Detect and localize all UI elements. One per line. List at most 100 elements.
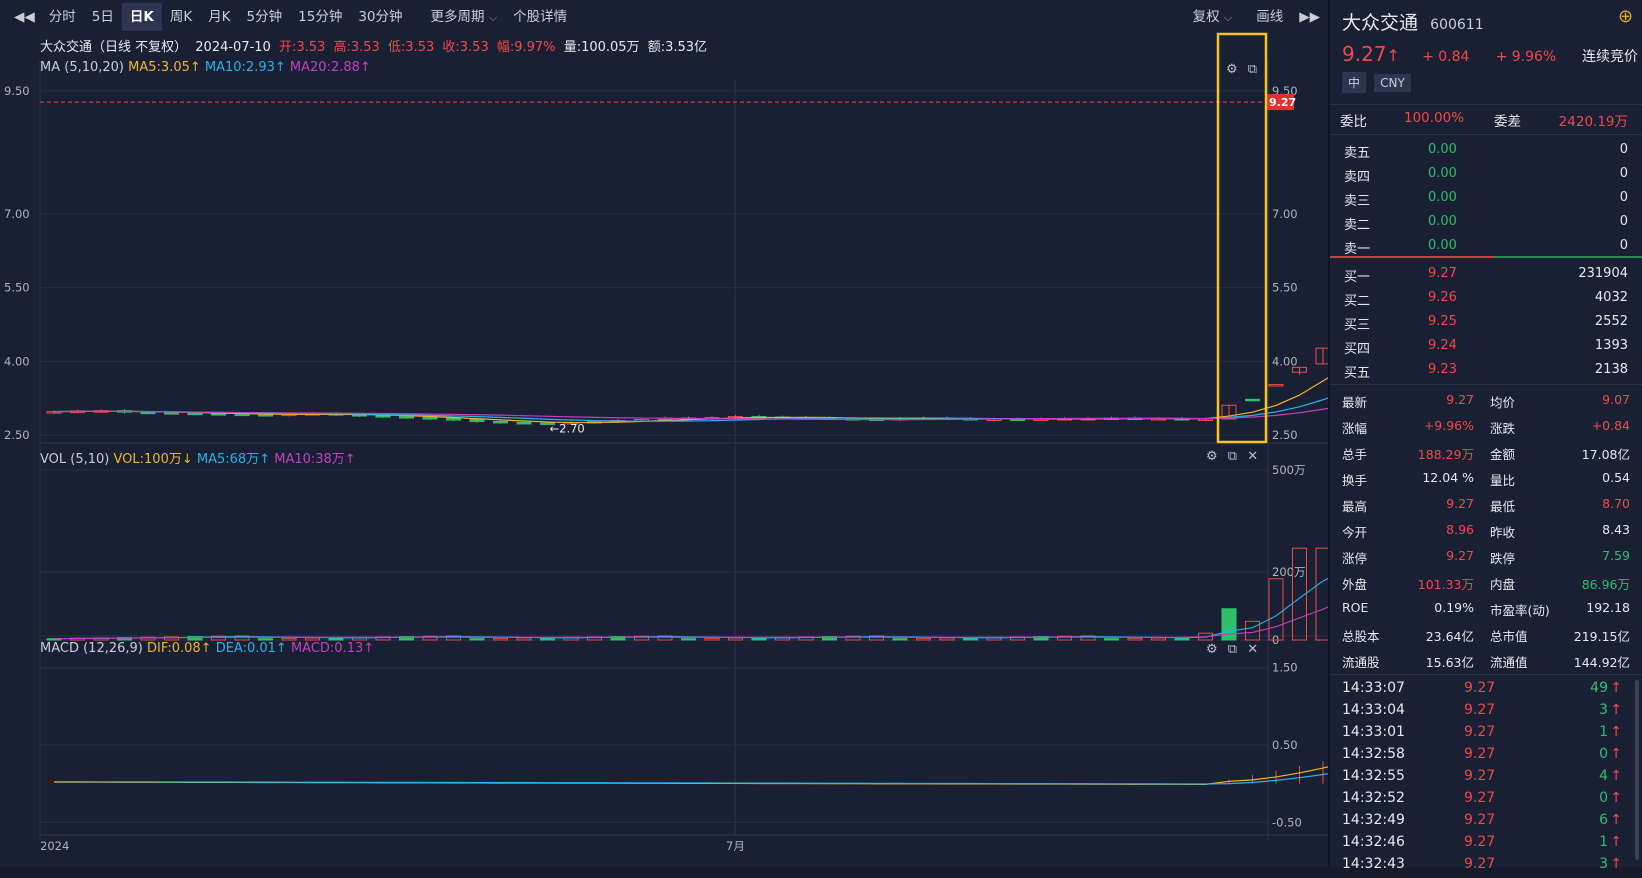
sell-price: 0.00 xyxy=(1428,214,1457,229)
tick-time: 14:32:52 xyxy=(1342,790,1405,806)
tick-row: 14:33:04 9.27 3 ↑ xyxy=(1330,702,1642,724)
price-axis-label-left: 4.00 xyxy=(4,354,30,368)
last-price-tag xyxy=(1266,94,1294,111)
sell-row[interactable]: 卖五 0.00 0 xyxy=(1330,140,1642,164)
stat-label: 跌停 xyxy=(1490,551,1516,566)
stat-row: 涨停 9.27 跌停 7.59 xyxy=(1330,548,1642,570)
currency-badge[interactable]: CNY xyxy=(1374,74,1411,92)
stat-value: 9.27 xyxy=(1446,392,1474,407)
sell-row[interactable]: 卖一 0.00 0 xyxy=(1330,236,1642,260)
buy-volume: 1393 xyxy=(1594,338,1628,353)
tick-row: 14:32:52 9.27 0 ↑ xyxy=(1330,790,1642,812)
volume-bar xyxy=(164,636,179,641)
tab-stock-detail[interactable]: 个股详情 xyxy=(513,9,568,25)
sell-row[interactable]: 卖二 0.00 0 xyxy=(1330,212,1642,236)
fuquan-dropdown[interactable]: 复权 ⌵ xyxy=(1185,3,1241,31)
quote-panel: 大众交通 600611 ⊕ 9.27↑ + 0.84 + 9.96% 连续竞价 … xyxy=(1330,0,1642,872)
weibi-value: 100.00% xyxy=(1404,110,1465,126)
chevron-down-icon: ⌵ xyxy=(1223,11,1233,24)
draw-line-button[interactable]: 画线 xyxy=(1256,9,1284,25)
chart-panel[interactable]: ◀◀ 分时 5日 日K 周K 月K 5分钟 15分钟 30分钟 更多周期 ⌵ 个… xyxy=(0,0,1328,867)
candle xyxy=(540,422,555,425)
sell-price: 0.00 xyxy=(1428,238,1457,253)
stat-value: 9.27 xyxy=(1446,496,1474,511)
collapse-left-icon[interactable]: ◀◀ xyxy=(14,9,35,25)
buy-row[interactable]: 买二 9.26 4032 xyxy=(1330,288,1642,312)
tab-15min[interactable]: 15分钟 xyxy=(298,9,343,25)
close-icon[interactable]: ✕ xyxy=(1247,642,1259,657)
candle xyxy=(422,417,438,420)
candle xyxy=(140,411,156,415)
stat-value: 188.29万 xyxy=(1417,447,1474,462)
candle xyxy=(1221,404,1237,420)
vol-axis-label: 500万 xyxy=(1272,463,1305,477)
price-change: + 0.84 xyxy=(1422,49,1470,65)
add-watchlist-icon[interactable]: ⊕ xyxy=(1618,6,1634,27)
tab-30min[interactable]: 30分钟 xyxy=(358,9,403,25)
price-axis-label-right: 7.00 xyxy=(1272,207,1298,221)
volume-bar xyxy=(281,637,297,641)
volume-bar xyxy=(140,636,156,641)
buy-row[interactable]: 买五 9.23 2138 xyxy=(1330,360,1642,384)
buy-row[interactable]: 买一 9.27 231904 xyxy=(1330,264,1642,288)
volume-bar xyxy=(234,635,250,641)
tick-price: 9.27 xyxy=(1464,812,1496,828)
tab-daily-k[interactable]: 日K xyxy=(121,3,162,31)
volume-bar xyxy=(681,638,696,641)
tick-row: 14:32:46 9.27 1 ↑ xyxy=(1330,834,1642,856)
sell-row[interactable]: 卖三 0.00 0 xyxy=(1330,188,1642,212)
tick-row: 14:32:55 9.27 4 ↑ xyxy=(1330,768,1642,790)
ma20-line xyxy=(53,407,1328,421)
volume-bar xyxy=(845,635,861,641)
stat-value: 17.08亿 xyxy=(1581,447,1630,462)
stat-label: 内盘 xyxy=(1490,577,1516,592)
stat-label: 总手 xyxy=(1342,447,1368,462)
tab-5min[interactable]: 5分钟 xyxy=(246,9,283,25)
candle xyxy=(493,420,508,424)
tab-monthly-k[interactable]: 月K xyxy=(208,9,231,25)
buy-level-label: 买二 xyxy=(1344,294,1371,309)
settings-sliders-icon[interactable]: ⚙ xyxy=(1206,449,1218,464)
stat-label: 最高 xyxy=(1342,499,1368,514)
up-arrow-icon: ↑ xyxy=(1610,856,1622,872)
price-axis-label-right: 2.50 xyxy=(1272,428,1298,442)
tick-scrollbar[interactable] xyxy=(1635,680,1639,860)
tick-time: 14:33:07 xyxy=(1342,680,1405,696)
close-icon[interactable]: ✕ xyxy=(1247,449,1259,464)
layout-icon[interactable]: ⧉ xyxy=(1227,449,1238,464)
volume-bar xyxy=(493,637,508,641)
panel-divider[interactable] xyxy=(1328,0,1330,867)
stock-name: 大众交通 xyxy=(1342,12,1419,34)
main-panel-tools: ⚙ ⧉ xyxy=(1226,62,1257,77)
buy-row[interactable]: 买三 9.25 2552 xyxy=(1330,312,1642,336)
sell-row[interactable]: 卖四 0.00 0 xyxy=(1330,164,1642,188)
sell-volume: 0 xyxy=(1619,166,1628,181)
ma5-line xyxy=(53,377,1328,424)
stat-value: 86.96万 xyxy=(1581,577,1630,592)
tab-weekly-k[interactable]: 周K xyxy=(169,9,193,25)
volume-bar xyxy=(1151,637,1166,641)
collapse-right-icon[interactable]: ▶▶ xyxy=(1299,9,1320,25)
stat-label: 最低 xyxy=(1490,499,1516,514)
candle xyxy=(446,418,461,421)
tab-more-periods[interactable]: 更多周期 ⌵ xyxy=(423,3,506,31)
stat-row: 总手 188.29万 金额 17.08亿 xyxy=(1330,444,1642,466)
settings-sliders-icon[interactable]: ⚙ xyxy=(1206,642,1218,657)
market-badge[interactable]: 中 xyxy=(1342,72,1367,93)
layout-icon[interactable]: ⧉ xyxy=(1227,642,1238,657)
buy-row[interactable]: 买四 9.24 1393 xyxy=(1330,336,1642,360)
bar-low: 低:3.53 xyxy=(387,40,435,55)
settings-sliders-icon[interactable]: ⚙ xyxy=(1226,62,1238,77)
stat-value: 15.63亿 xyxy=(1425,655,1474,670)
fuquan-label: 复权 xyxy=(1192,9,1220,25)
tick-time: 14:33:04 xyxy=(1342,702,1405,718)
tab-fenshi[interactable]: 分时 xyxy=(48,9,76,25)
tab-5day[interactable]: 5日 xyxy=(91,9,114,25)
sell-level-label: 卖三 xyxy=(1344,194,1371,209)
layout-icon[interactable]: ⧉ xyxy=(1247,62,1258,77)
vol-panel-tools: ⚙ ⧉ ✕ xyxy=(1206,449,1258,464)
info-line: 大众交通（日线 不复权） 2024-07-10 开:3.53 高:3.53 低:… xyxy=(40,36,707,56)
stat-row: 换手 12.04 % 量比 0.54 xyxy=(1330,470,1642,492)
kline-chart[interactable]: 9.50 9.507.00 7.005.50 5.504.00 4.002.50 2.50… xyxy=(0,0,1328,867)
sell-price: 0.00 xyxy=(1428,142,1457,157)
